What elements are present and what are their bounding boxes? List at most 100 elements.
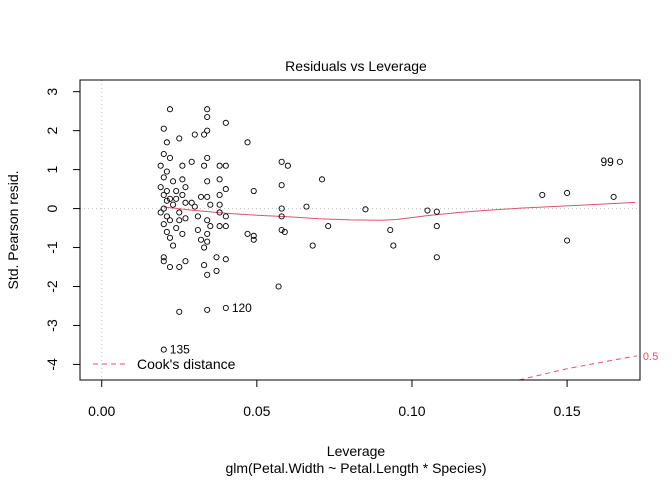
y-tick-label: 0 <box>44 204 60 212</box>
data-point <box>173 225 180 232</box>
x-axis-subtitle: glm(Petal.Width ~ Petal.Length * Species… <box>225 460 486 476</box>
data-point <box>173 187 180 195</box>
data-point <box>204 306 211 313</box>
data-point <box>204 178 211 185</box>
data-point <box>182 184 189 191</box>
data-point <box>157 184 164 191</box>
data-point <box>176 263 183 271</box>
data-point <box>222 304 229 311</box>
data-point <box>182 215 189 222</box>
data-point <box>216 209 223 216</box>
data-point <box>387 226 394 234</box>
data-point <box>222 162 229 169</box>
data-point <box>201 262 208 269</box>
data-point <box>204 106 211 113</box>
cooks-distance-layer: 0.5 <box>518 351 658 381</box>
data-point <box>182 258 189 265</box>
data-point <box>201 162 208 169</box>
data-point <box>160 258 167 265</box>
data-point <box>157 209 164 216</box>
data-point <box>362 206 369 213</box>
data-point <box>160 191 167 198</box>
data-point <box>216 223 223 230</box>
data-point <box>281 228 288 235</box>
data-point <box>163 197 170 204</box>
data-point <box>325 223 332 230</box>
x-tick-label: 0.00 <box>88 403 115 419</box>
data-point <box>275 283 282 290</box>
data-point <box>201 244 208 251</box>
legend-label: Cook's distance <box>137 356 236 372</box>
chart-title: Residuals vs Leverage <box>285 58 427 74</box>
data-point <box>213 267 220 274</box>
data-point <box>433 254 440 261</box>
data-point <box>160 221 167 228</box>
data-point <box>179 162 186 169</box>
x-tick-label: 0.15 <box>553 403 580 419</box>
data-point <box>610 193 617 200</box>
data-point <box>278 158 285 165</box>
data-point <box>222 119 229 126</box>
data-point <box>163 139 170 146</box>
y-tick-label: -1 <box>44 241 60 254</box>
x-tick-label: 0.05 <box>243 403 270 419</box>
data-point <box>213 254 220 261</box>
data-point <box>278 226 285 234</box>
data-point <box>222 223 229 230</box>
data-point <box>250 187 257 195</box>
x-axis: 0.00 0.05 0.10 0.15 <box>88 379 581 419</box>
data-point <box>179 230 186 237</box>
data-point <box>309 242 316 249</box>
data-point <box>176 308 183 315</box>
data-point <box>207 223 214 230</box>
point-label: 99 <box>600 155 614 169</box>
data-point <box>222 186 229 193</box>
data-point <box>166 195 174 202</box>
cooks-distance-line <box>518 355 637 381</box>
data-point <box>216 162 223 169</box>
y-axis: 3 2 1 0 -1 -2 -3 -4 <box>44 88 81 371</box>
data-point <box>166 217 174 224</box>
data-point <box>318 176 326 183</box>
data-point <box>250 236 257 243</box>
data-point <box>564 189 571 197</box>
point-label: 120 <box>232 301 252 315</box>
data-point <box>179 176 186 183</box>
data-point <box>170 201 177 208</box>
data-point <box>176 217 183 224</box>
data-point <box>284 162 291 169</box>
data-point <box>194 226 201 234</box>
data-point <box>204 271 211 278</box>
data-point <box>278 182 285 189</box>
data-point <box>166 154 174 161</box>
data-point <box>278 205 285 212</box>
data-point <box>160 205 167 212</box>
data-point <box>170 242 177 249</box>
x-tick-label: 0.10 <box>398 403 425 419</box>
data-point <box>197 236 205 243</box>
data-point <box>390 242 397 249</box>
data-point <box>170 178 177 185</box>
data-point <box>424 207 431 214</box>
data-point <box>166 106 174 113</box>
y-axis-label: Std. Pearson resid. <box>5 170 21 289</box>
y-tick-label: -3 <box>44 319 60 332</box>
data-point <box>204 217 211 224</box>
data-point <box>207 201 214 208</box>
data-point <box>216 176 223 183</box>
data-point <box>194 213 201 220</box>
data-point <box>616 158 623 165</box>
data-point <box>163 168 170 175</box>
reference-lines <box>80 80 640 380</box>
data-point <box>163 213 170 220</box>
data-point <box>433 223 440 230</box>
y-tick-label: 3 <box>44 88 60 96</box>
data-point <box>179 191 186 198</box>
data-point <box>160 150 167 158</box>
data-point <box>160 125 167 132</box>
data-point <box>160 254 167 261</box>
data-point <box>204 154 211 161</box>
data-point <box>166 234 174 241</box>
data-point <box>204 113 211 121</box>
